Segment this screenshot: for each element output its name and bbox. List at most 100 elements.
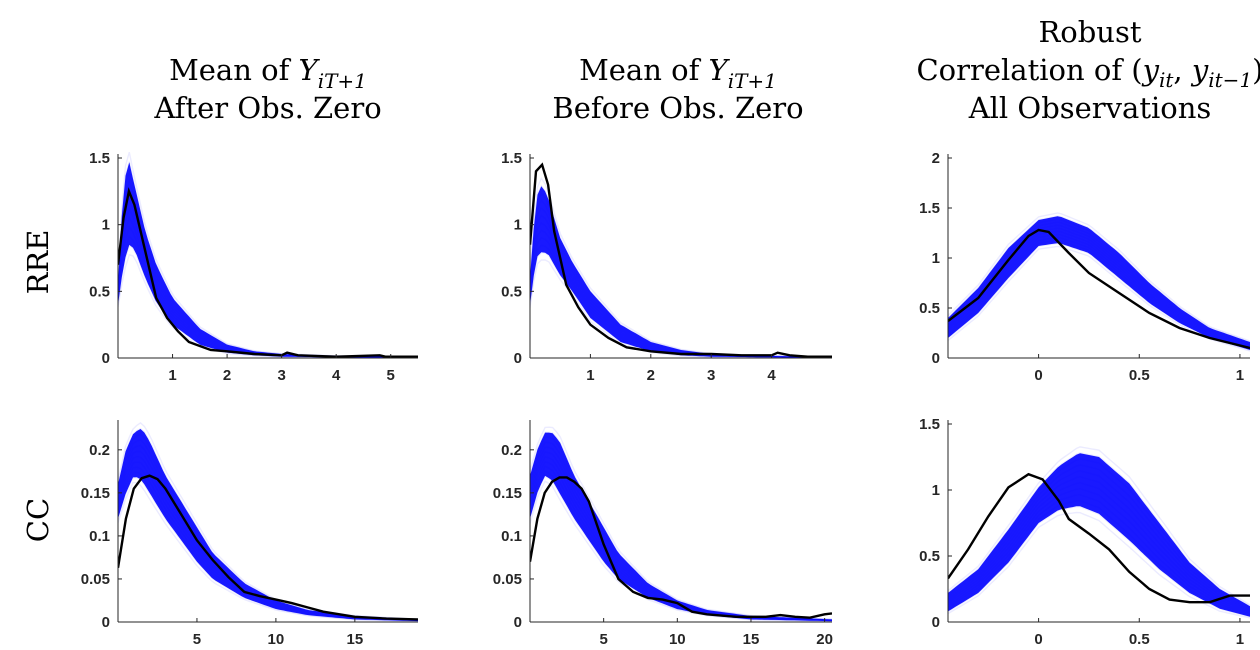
simulated-draw [118,461,418,622]
column-title-2-line-1: Robust [1038,15,1141,49]
simulated-draw [948,476,1250,612]
column-title-2-line-3: All Observations [968,91,1212,125]
panel-rre-0: 0 0.5 1 1.5 1 2 3 4 5 [89,150,418,384]
x-tick-label: 10 [268,631,285,648]
y-tick-label: 1.5 [501,150,522,167]
simulated-draw [530,480,832,622]
simulated-draw [530,236,832,358]
y-tick-label: 1.5 [919,416,940,433]
y-tick-label: 0 [932,350,940,367]
simulated-draw [948,242,1250,351]
y-tick-label: 0.2 [89,442,110,459]
panel-rre-1: 0 0.5 1 1.5 1 2 3 4 [501,150,832,384]
y-tick-label: 1 [514,217,522,234]
x-tick-label: 0.5 [1129,631,1150,648]
y-tick-label: 0.5 [89,283,110,300]
y-tick-label: 0.1 [501,528,522,545]
simulated-draw [948,452,1250,607]
y-tick-label: 0 [514,614,522,631]
x-tick-label: 5 [387,367,395,384]
y-tick-label: 1 [932,482,940,499]
y-tick-label: 2 [932,150,940,167]
simulated-draw [118,433,418,621]
x-tick-label: 5 [599,631,607,648]
observed-line [530,162,832,358]
x-tick-label: 3 [707,367,715,384]
simulated-band [948,453,1250,617]
y-tick-label: 1 [102,217,110,234]
x-tick-label: 1 [586,367,594,384]
simulated-draw [530,460,832,622]
simulated-draw [948,221,1250,345]
x-tick-label: 5 [193,631,201,648]
simulated-draw [948,239,1250,350]
simulated-draw [530,470,832,622]
y-tick-label: 0.05 [493,571,522,588]
x-tick-label: 1 [168,367,176,384]
simulated-draw [948,464,1250,610]
simulated-draw [948,230,1250,348]
simulated-draw [118,476,418,622]
column-title-2: Robust Correlation of (yit, yit−1)All Obs… [916,15,1260,125]
simulated-draw [948,470,1250,611]
y-tick-label: 0 [102,614,110,631]
simulated-draw [948,499,1250,617]
observed-line [948,228,1250,350]
row-label-rre: RRE [21,230,55,295]
y-tick-label: 0 [514,350,522,367]
simulated-draw [118,427,418,621]
simulated-draw [118,152,418,358]
panel-rre-2: 0 0.5 1 1.5 2 0 0.5 1 [919,150,1250,384]
y-tick-label: 1.5 [89,150,110,167]
simulated-draw [530,426,832,620]
panel-cc-2: 0 0.5 1 1.5 0 0.5 1 [919,416,1250,648]
observed-line [118,474,418,621]
y-tick-label: 0.5 [919,548,940,565]
simulated-draw [118,177,418,358]
simulated-draw [530,465,832,622]
panel-cc-1: 0 0.05 0.1 0.15 0.2 5 10 15 20 [493,420,833,648]
panel-cc-0: 0 0.05 0.1 0.15 0.2 5 10 15 [81,420,418,648]
observed-line [948,472,1250,604]
x-tick-label: 1 [1236,631,1244,648]
simulated-band [530,432,832,622]
x-tick-label: 4 [332,367,341,384]
simulated-draw [530,214,832,358]
simulated-draw [118,422,418,620]
simulated-draw [530,441,832,621]
x-tick-label: 15 [346,631,363,648]
column-title-2-line-2: Correlation of (yit, yit−1) [916,53,1260,92]
x-tick-label: 2 [647,367,655,384]
simulated-draw [948,236,1250,349]
simulated-draw [530,206,832,358]
y-tick-label: 0 [102,350,110,367]
simulated-band [948,216,1250,350]
simulated-draw [530,192,832,358]
column-title-1-line-2: Before Obs. Zero [552,91,803,125]
column-title-0-line-1: Mean of YiT+1 [169,53,367,93]
simulated-draw [530,251,832,358]
plots: 00.511.51 2 3 4 500.511.51 2 3 400.511.520 0.5 10… [81,150,1250,648]
simulated-draw [530,184,832,358]
simulated-draw [948,488,1250,614]
x-tick-label: 20 [816,631,833,648]
x-tick-label: 15 [743,631,760,648]
simulated-draw [118,168,418,358]
x-tick-label: 0 [1034,367,1042,384]
x-tick-label: 4 [767,367,776,384]
simulated-draw [530,176,832,358]
simulated-band [530,186,832,358]
simulated-draw [948,506,1250,618]
simulated-draw [118,439,418,621]
y-tick-label: 1.5 [919,200,940,217]
y-tick-label: 0 [932,614,940,631]
simulated-draw [530,199,832,358]
row-label-cc: CC [21,498,55,542]
y-tick-label: 0.05 [81,571,110,588]
y-tick-label: 0.5 [919,300,940,317]
x-tick-label: 1 [1236,367,1244,384]
y-tick-label: 0.1 [89,528,110,545]
x-tick-label: 3 [277,367,285,384]
simulated-draw [948,458,1250,608]
